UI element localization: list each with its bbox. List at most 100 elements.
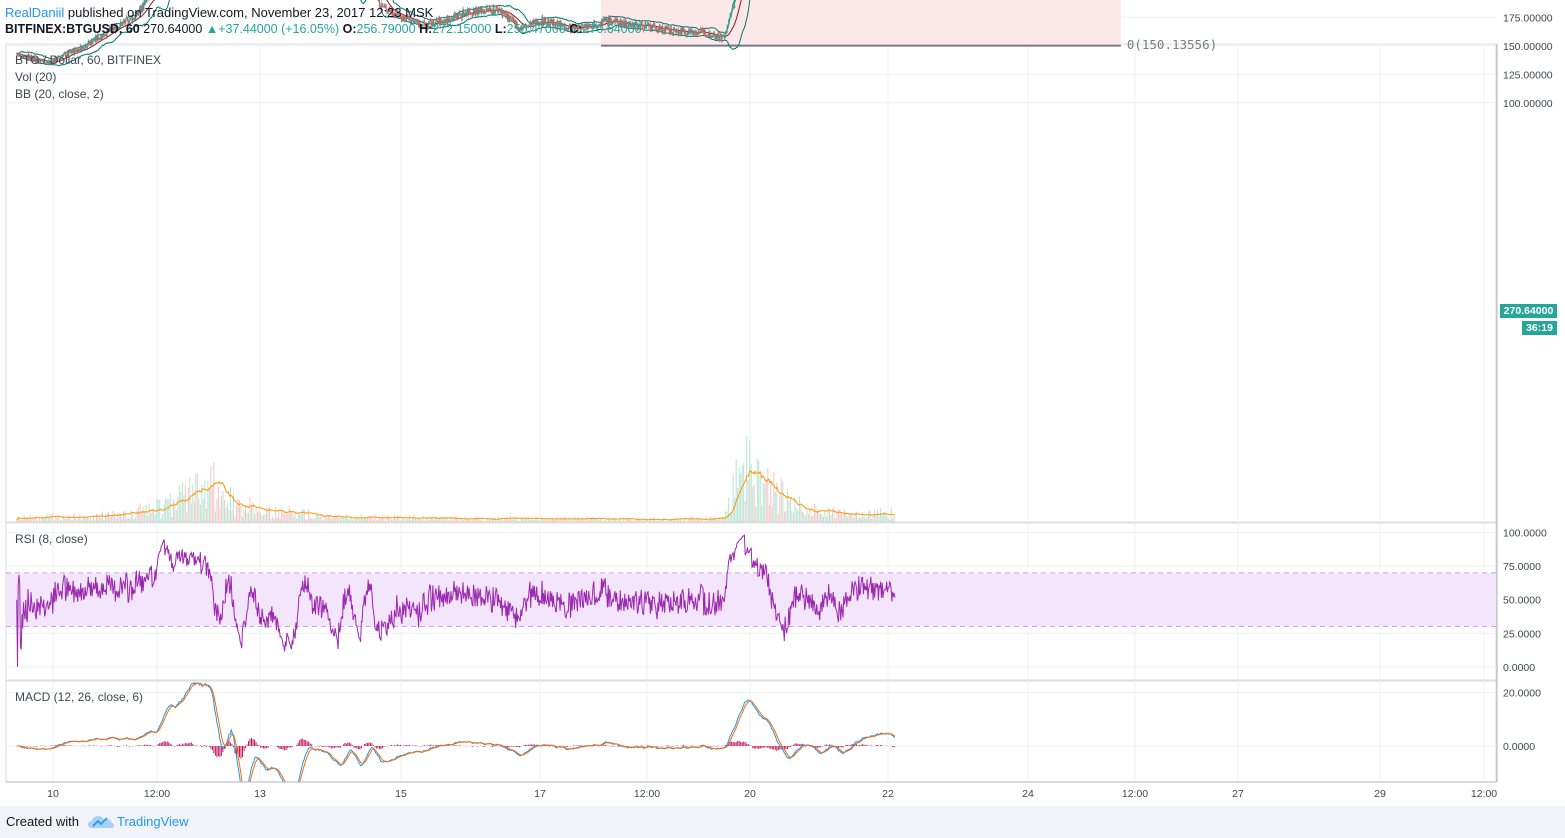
volume-bar — [353, 520, 355, 522]
volume-bar — [825, 516, 827, 522]
tradingview-cloud-icon[interactable] — [88, 815, 114, 832]
candle-body — [649, 24, 651, 27]
volume-bar — [676, 518, 678, 522]
candle-body — [474, 10, 476, 15]
candle-body — [667, 27, 669, 30]
volume-bar — [238, 499, 240, 522]
candle-body — [669, 31, 671, 33]
volume-bar — [192, 484, 194, 522]
volume-bar — [89, 518, 91, 522]
candle-body — [562, 25, 564, 27]
volume-bar — [288, 505, 290, 522]
candle-body — [509, 16, 511, 21]
candle-body — [682, 27, 684, 30]
candle-body — [404, 17, 406, 18]
volume-bar — [785, 511, 787, 522]
candle-body — [494, 12, 496, 14]
volume-bar — [657, 521, 659, 522]
macd-tick-label: 20.0000 — [1503, 688, 1541, 700]
volume-bar — [400, 520, 402, 522]
volume-bar — [591, 517, 593, 522]
volume-bar — [756, 458, 758, 522]
volume-bar — [777, 513, 779, 522]
volume-bar — [94, 519, 96, 522]
candle-body — [455, 15, 457, 19]
candle-body — [428, 21, 430, 24]
volume-bar — [854, 512, 856, 522]
candle-body — [517, 27, 519, 30]
candle-body — [470, 12, 472, 14]
volume-bar — [564, 517, 566, 522]
volume-bar — [610, 520, 612, 522]
candle-body — [41, 58, 43, 61]
candle-body — [549, 24, 551, 26]
tradingview-link[interactable]: TradingView — [117, 814, 189, 829]
volume-bar — [168, 499, 170, 522]
candle-body — [711, 36, 713, 38]
candle-body — [512, 17, 514, 21]
candle-body — [630, 23, 632, 27]
volume-bar — [541, 517, 543, 522]
volume-bar — [678, 518, 680, 522]
volume-indicator-label[interactable]: Vol (20) — [15, 70, 57, 84]
volume-bar — [478, 519, 480, 522]
candle-body — [626, 22, 628, 26]
volume-bar — [357, 518, 359, 522]
macd-indicator-label[interactable]: MACD (12, 26, close, 6) — [15, 690, 144, 704]
candle-body — [722, 35, 724, 37]
candle-body — [564, 24, 566, 28]
candle-body — [538, 21, 540, 26]
candle-body — [132, 17, 134, 22]
volume-bar — [360, 514, 362, 522]
bb-upper-band — [16, 0, 735, 60]
open-label: O: — [342, 22, 357, 36]
candle-body — [530, 22, 532, 28]
candle-body — [465, 12, 467, 16]
candle-body — [125, 18, 127, 24]
candle-body — [34, 58, 36, 60]
author-link[interactable]: RealDaniil — [5, 5, 65, 20]
symbol-label[interactable]: BITFINEX:BTGUSD, 60 — [5, 22, 140, 36]
candle-body — [141, 3, 143, 12]
volume-bar — [755, 506, 757, 522]
main-pane-title[interactable]: BTG / Dollar, 60, BITFINEX — [15, 53, 162, 67]
candle-body — [469, 9, 471, 13]
volume-bar — [434, 516, 436, 522]
volume-bar — [487, 517, 489, 522]
volume-bar — [670, 518, 672, 522]
candle-body — [701, 29, 703, 31]
candle-body — [70, 50, 72, 53]
candle-body — [491, 10, 493, 14]
candle-body — [577, 25, 579, 32]
candle-body — [391, 10, 393, 15]
volume-bar — [704, 521, 706, 522]
candle-body — [655, 28, 657, 31]
candle-body — [43, 60, 45, 62]
candle-body — [556, 20, 558, 28]
candle-body — [642, 27, 644, 30]
candle-body — [687, 32, 689, 35]
volume-bar — [696, 517, 698, 522]
candle-body — [118, 27, 120, 29]
candle-body — [567, 28, 569, 30]
candle-body — [138, 11, 140, 14]
candle-body — [659, 25, 661, 29]
chart-canvas[interactable]: 100.00000 125.00000 150.00000 175.00000 20 0.… — [0, 0, 1565, 806]
volume-bar — [205, 508, 207, 522]
candle-body — [99, 37, 101, 41]
candle-body — [524, 25, 526, 27]
candle-body — [478, 7, 480, 12]
candle-body — [624, 20, 626, 27]
rsi-indicator-label[interactable]: RSI (8, close) — [15, 532, 88, 546]
candle-body — [675, 30, 677, 33]
volume-bar — [877, 509, 879, 522]
candle-body — [550, 19, 552, 24]
bollinger-indicator-label[interactable]: BB (20, close, 2) — [15, 87, 104, 101]
volume-bar — [68, 517, 70, 522]
candle-body — [418, 21, 420, 27]
volume-bar — [496, 520, 498, 522]
time-tick-label: 12:00 — [1471, 788, 1497, 800]
candle-body — [639, 23, 641, 27]
candle-body — [470, 12, 472, 14]
candle-body — [95, 35, 97, 41]
